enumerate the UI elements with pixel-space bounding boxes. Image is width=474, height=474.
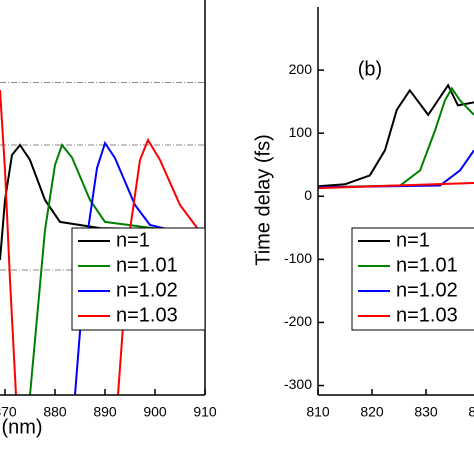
y-tick-label: -300 <box>284 376 312 392</box>
series-line <box>0 89 205 395</box>
legend: n=1 n=1.01 n=1.02 n=1.03 <box>351 227 474 331</box>
series-line <box>74 140 205 395</box>
x-tick-label: 810 <box>306 404 330 420</box>
y-tick-label: 200 <box>289 61 313 77</box>
series-line <box>0 143 205 261</box>
x-tick-label: 830 <box>414 404 438 420</box>
legend-label: n=1.02 <box>396 279 458 301</box>
legend-label: n=1.01 <box>396 254 458 276</box>
panel-label: (b) <box>358 58 382 80</box>
plot-area <box>0 89 205 395</box>
x-tick-label: 820 <box>360 404 384 420</box>
legend-box <box>351 227 474 331</box>
legend-label: n=1.03 <box>396 304 458 326</box>
legend-label: n=1.02 <box>116 279 178 301</box>
legend-label: n=1 <box>116 229 150 251</box>
x-tick-label: 910 <box>193 404 217 420</box>
x-tick-label: 890 <box>93 404 117 420</box>
series-line <box>318 86 474 189</box>
legend-box <box>71 227 206 331</box>
x-axis-label: (nm) <box>1 416 42 438</box>
series-line <box>29 142 205 395</box>
legend-label: n=1.01 <box>116 254 178 276</box>
x-tick-label: 900 <box>143 404 167 420</box>
legend-label: n=1 <box>396 229 430 251</box>
plot-area <box>318 83 474 190</box>
x-tick-label: 870 <box>0 404 17 420</box>
series-line <box>318 83 474 188</box>
legend: n=1 n=1.01 n=1.02 n=1.03 <box>71 227 206 331</box>
series-line <box>318 149 474 189</box>
x-tick-label: 880 <box>43 404 67 420</box>
y-tick-label: -200 <box>284 313 312 329</box>
series-line <box>318 182 474 190</box>
x-tick-label: 840 <box>468 404 474 420</box>
y-axis-label: Time delay (fs) <box>252 134 274 266</box>
y-tick-label: -100 <box>284 250 312 266</box>
y-tick-label: 100 <box>289 124 313 140</box>
legend-label: n=1.03 <box>116 304 178 326</box>
y-tick-label: 0 <box>304 187 312 203</box>
